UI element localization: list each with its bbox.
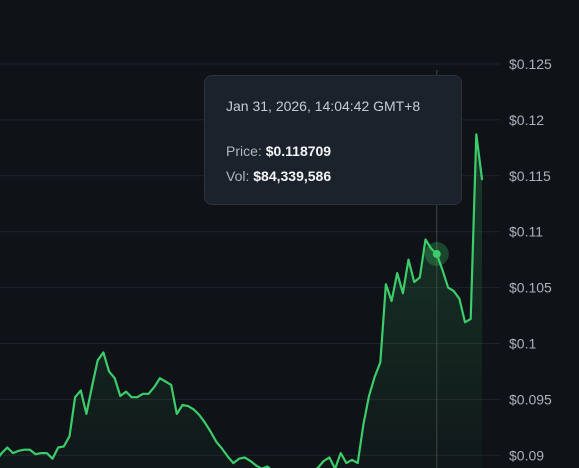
- data-point[interactable]: [61, 443, 67, 449]
- price-series-line: [0, 133, 484, 468]
- data-point[interactable]: [123, 389, 129, 395]
- data-point[interactable]: [168, 382, 174, 388]
- data-point[interactable]: [394, 270, 400, 276]
- data-point[interactable]: [208, 429, 214, 435]
- data-point[interactable]: [360, 422, 366, 428]
- y-tick-label: $0.11: [509, 224, 543, 240]
- data-point[interactable]: [67, 433, 73, 439]
- hover-point: [4, 131, 485, 468]
- data-point[interactable]: [434, 251, 440, 257]
- data-point[interactable]: [191, 407, 197, 413]
- data-point[interactable]: [230, 460, 236, 466]
- data-point[interactable]: [349, 457, 355, 463]
- data-point[interactable]: [174, 411, 180, 417]
- data-point[interactable]: [16, 448, 22, 454]
- data-point[interactable]: [146, 391, 152, 397]
- data-point[interactable]: [343, 460, 349, 466]
- hover-point-dot: [432, 250, 441, 259]
- data-point[interactable]: [219, 446, 225, 452]
- data-point[interactable]: [417, 275, 423, 281]
- data-point[interactable]: [117, 393, 123, 399]
- data-point[interactable]: [383, 281, 389, 287]
- data-point[interactable]: [129, 394, 135, 400]
- data-point[interactable]: [242, 455, 248, 461]
- data-point[interactable]: [106, 368, 112, 374]
- data-point[interactable]: [355, 460, 361, 466]
- data-point[interactable]: [38, 450, 44, 456]
- data-point[interactable]: [95, 357, 101, 363]
- data-point[interactable]: [4, 445, 10, 451]
- data-point[interactable]: [451, 288, 457, 294]
- data-point[interactable]: [366, 393, 372, 399]
- data-point[interactable]: [213, 439, 219, 445]
- data-point[interactable]: [411, 279, 417, 285]
- tooltip-price-label: Price:: [226, 143, 262, 159]
- data-point[interactable]: [44, 450, 50, 456]
- y-axis: $0.125 $0.12 $0.115 $0.11 $0.105 $0.1 $0.095 $0…: [509, 56, 552, 463]
- data-point[interactable]: [134, 394, 140, 400]
- price-line: [0, 133, 484, 468]
- data-point[interactable]: [112, 375, 118, 381]
- tooltip-timestamp: Jan 31, 2026, 14:04:42 GMT+8: [226, 98, 421, 114]
- y-tick-label: $0.09: [509, 447, 544, 463]
- data-point[interactable]: [10, 450, 16, 456]
- data-point[interactable]: [202, 420, 208, 426]
- data-point[interactable]: [55, 445, 61, 451]
- tooltip-price-row: Price: $0.118709: [226, 143, 331, 159]
- data-point[interactable]: [247, 458, 253, 464]
- data-point[interactable]: [140, 391, 146, 397]
- y-tick-label: $0.095: [509, 391, 552, 407]
- data-point[interactable]: [445, 285, 451, 291]
- data-point[interactable]: [21, 447, 27, 453]
- data-point[interactable]: [89, 383, 95, 389]
- data-point[interactable]: [428, 246, 434, 252]
- data-point[interactable]: [225, 453, 231, 459]
- data-point[interactable]: [83, 411, 89, 417]
- y-tick-label: $0.105: [509, 280, 552, 296]
- data-point[interactable]: [236, 456, 242, 462]
- data-point[interactable]: [338, 450, 344, 456]
- data-point[interactable]: [72, 394, 78, 400]
- data-point[interactable]: [27, 447, 33, 453]
- y-tick-label: $0.12: [509, 112, 544, 128]
- tooltip-volume-row: Vol: $84,339,586: [226, 168, 331, 184]
- y-tick-label: $0.115: [509, 168, 551, 184]
- data-point[interactable]: [439, 267, 445, 273]
- data-point[interactable]: [473, 131, 479, 137]
- data-point[interactable]: [33, 451, 39, 457]
- y-tick-label: $0.1: [509, 336, 536, 352]
- data-point[interactable]: [479, 176, 485, 182]
- data-point[interactable]: [50, 456, 56, 462]
- data-point[interactable]: [100, 349, 106, 355]
- data-point[interactable]: [185, 403, 191, 409]
- data-point[interactable]: [406, 257, 412, 263]
- data-point[interactable]: [321, 458, 327, 464]
- tooltip-volume-label: Vol:: [226, 168, 250, 184]
- data-point[interactable]: [400, 290, 406, 296]
- price-tooltip: Jan 31, 2026, 14:04:42 GMT+8 Price: $0.1…: [204, 75, 462, 205]
- data-point[interactable]: [462, 319, 468, 325]
- data-point[interactable]: [180, 402, 186, 408]
- data-point[interactable]: [163, 379, 169, 385]
- tooltip-volume-value: $84,339,586: [253, 168, 332, 184]
- data-point[interactable]: [264, 464, 270, 468]
- data-point[interactable]: [377, 360, 383, 366]
- data-point[interactable]: [326, 455, 332, 461]
- data-point[interactable]: [78, 388, 84, 394]
- y-tick-label: $0.125: [509, 56, 552, 72]
- data-point[interactable]: [151, 384, 157, 390]
- data-point[interactable]: [196, 412, 202, 418]
- data-point[interactable]: [423, 237, 429, 243]
- tooltip-price-value: $0.118709: [265, 143, 332, 159]
- data-point[interactable]: [372, 374, 378, 380]
- data-point[interactable]: [389, 298, 395, 304]
- data-point[interactable]: [157, 375, 163, 381]
- data-point[interactable]: [456, 296, 462, 302]
- data-point[interactable]: [468, 316, 474, 322]
